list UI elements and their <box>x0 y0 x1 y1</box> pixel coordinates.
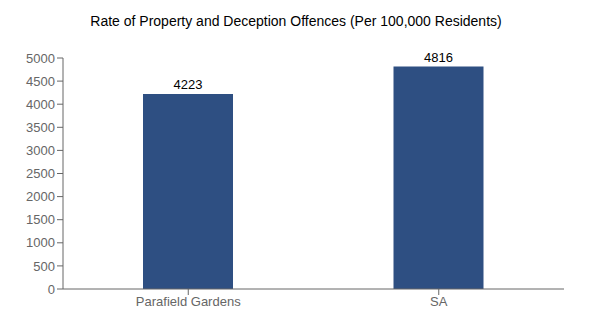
svg-text:4500: 4500 <box>26 74 55 89</box>
svg-text:2000: 2000 <box>26 189 55 204</box>
svg-text:3500: 3500 <box>26 120 55 135</box>
svg-text:0: 0 <box>48 282 55 297</box>
html-text:Rate of Property and Deception: Rate of Property and Deception Offences … <box>90 13 502 29</box>
svg-text:SA: SA <box>430 294 448 309</box>
svg-text:500: 500 <box>33 259 55 274</box>
svg-text:Parafield Gardens: Parafield Gardens <box>136 294 241 309</box>
svg-text:5000: 5000 <box>26 51 55 66</box>
svg-text:1000: 1000 <box>26 235 55 250</box>
svg-text:2500: 2500 <box>26 166 55 181</box>
svg-text:4223: 4223 <box>174 77 203 92</box>
svg-text:4816: 4816 <box>424 50 453 65</box>
svg-text:4000: 4000 <box>26 97 55 112</box>
svg-text:3000: 3000 <box>26 143 55 158</box>
svg-text:1500: 1500 <box>26 212 55 227</box>
